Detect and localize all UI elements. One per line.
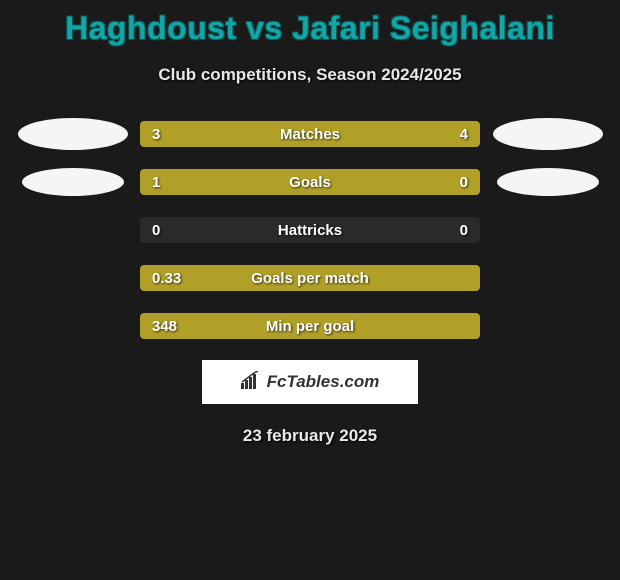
stat-bar: 1Goals0 xyxy=(140,169,480,195)
brand-badge[interactable]: FcTables.com xyxy=(202,360,418,404)
stat-row: 0 Hattricks 0 xyxy=(0,216,620,244)
player-avatar-left xyxy=(18,118,128,150)
player-avatar-right xyxy=(493,118,603,150)
stat-bar: 0 Hattricks 0 xyxy=(140,217,480,243)
right-avatar-slot xyxy=(480,168,615,196)
stat-row: 0.33Goals per match xyxy=(0,264,620,292)
page-title: Haghdoust vs Jafari Seighalani xyxy=(0,10,620,47)
left-avatar-slot xyxy=(5,168,140,196)
stat-bar: 0.33Goals per match xyxy=(140,265,480,291)
stat-bar: 3Matches4 xyxy=(140,121,480,147)
stat-left-value: 0 xyxy=(152,222,160,239)
brand-chart-icon xyxy=(241,371,263,394)
stat-row: 1Goals0 xyxy=(0,168,620,196)
stat-bar: 348Min per goal xyxy=(140,313,480,339)
stat-right-value: 0 xyxy=(460,222,468,239)
date: 23 february 2025 xyxy=(0,426,620,446)
player-avatar-right xyxy=(497,168,599,196)
stat-bar-overlay: 0 Hattricks 0 xyxy=(140,217,480,243)
stat-row: 348Min per goal xyxy=(0,312,620,340)
stat-label: Hattricks xyxy=(278,222,342,239)
player-avatar-left xyxy=(22,168,124,196)
stats-comparison: Haghdoust vs Jafari Seighalani Club comp… xyxy=(0,0,620,446)
left-avatar-slot xyxy=(5,118,140,150)
subtitle: Club competitions, Season 2024/2025 xyxy=(0,65,620,85)
right-avatar-slot xyxy=(480,118,615,150)
stat-row: 3Matches4 xyxy=(0,120,620,148)
brand-text: FcTables.com xyxy=(267,372,380,392)
